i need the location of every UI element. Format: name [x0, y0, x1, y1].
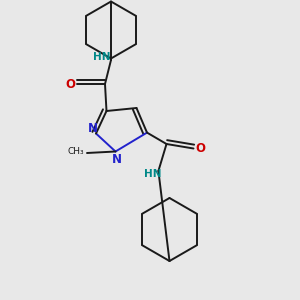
Text: O: O — [65, 77, 75, 91]
Text: N: N — [112, 153, 122, 167]
Text: CH₃: CH₃ — [68, 147, 85, 156]
Text: HN: HN — [93, 52, 111, 62]
Text: O: O — [195, 142, 205, 155]
Text: N: N — [88, 122, 98, 135]
Text: HN: HN — [144, 169, 162, 179]
